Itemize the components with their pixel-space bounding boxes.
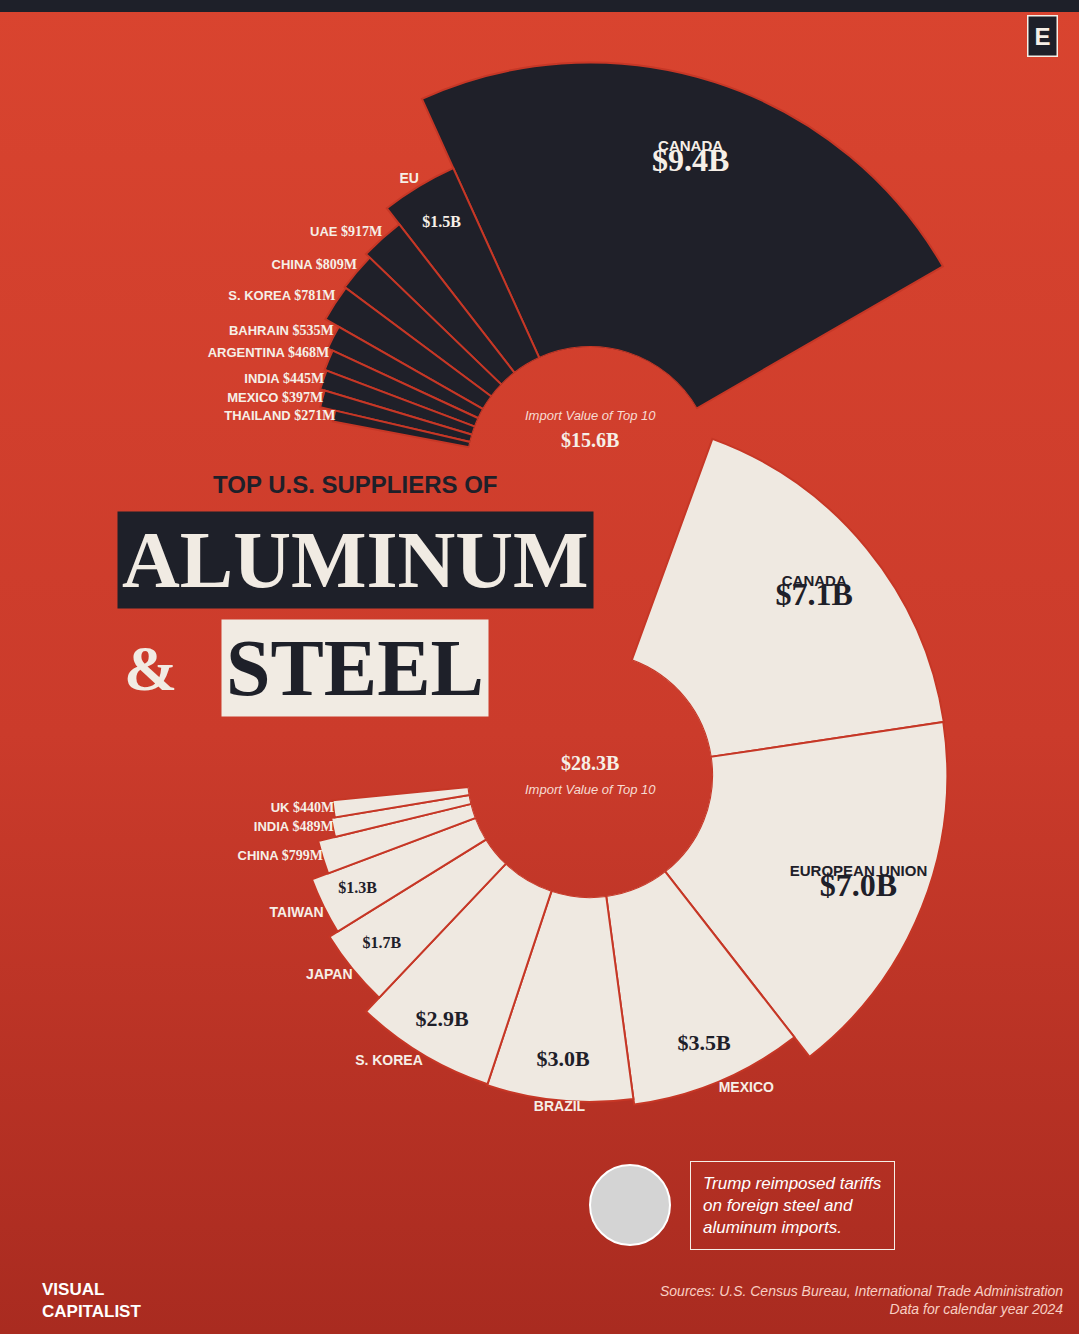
svg-text:UAE $917M: UAE $917M xyxy=(310,224,382,239)
svg-text:CHINA $799M: CHINA $799M xyxy=(238,848,324,863)
svg-text:Import Value of Top 10: Import Value of Top 10 xyxy=(525,408,656,423)
svg-text:ARGENTINA $468M: ARGENTINA $468M xyxy=(208,345,330,360)
svg-text:UK $440M: UK $440M xyxy=(271,800,335,815)
svg-text:EUROPEAN UNION$7.0B: EUROPEAN UNION$7.0B xyxy=(790,862,928,903)
svg-text:$3.5B: $3.5B xyxy=(678,1030,732,1055)
svg-text:EU: EU xyxy=(400,170,419,186)
svg-text:$1.3B: $1.3B xyxy=(338,879,377,896)
svg-text:$28.3B: $28.3B xyxy=(561,752,619,774)
svg-text:CANADA$7.1B: CANADA$7.1B xyxy=(776,572,853,613)
svg-text:E: E xyxy=(1035,23,1051,50)
svg-text:THAILAND $271M: THAILAND $271M xyxy=(224,408,335,423)
svg-text:S. KOREA: S. KOREA xyxy=(355,1052,423,1068)
svg-text:VISUALCAPITALIST: VISUALCAPITALIST xyxy=(42,1280,141,1321)
svg-text:BRAZIL: BRAZIL xyxy=(534,1098,586,1114)
svg-text:TOP U.S. SUPPLIERS OF: TOP U.S. SUPPLIERS OF xyxy=(213,471,498,498)
svg-text:S. KOREA $781M: S. KOREA $781M xyxy=(228,288,335,303)
svg-text:MEXICO: MEXICO xyxy=(719,1079,774,1095)
svg-text:INDIA $489M: INDIA $489M xyxy=(254,819,334,834)
svg-text:INDIA $445M: INDIA $445M xyxy=(244,371,324,386)
svg-text:CANADA$9.4B: CANADA$9.4B xyxy=(652,137,729,178)
svg-text:MEXICO $397M: MEXICO $397M xyxy=(227,390,323,405)
svg-text:Trump reimposed tariffson fore: Trump reimposed tariffson foreign steel … xyxy=(703,1174,882,1237)
svg-text:$1.7B: $1.7B xyxy=(362,934,401,951)
svg-text:$1.5B: $1.5B xyxy=(422,213,461,230)
svg-text:JAPAN: JAPAN xyxy=(306,966,352,982)
svg-text:$2.9B: $2.9B xyxy=(416,1006,470,1031)
svg-text:$3.0B: $3.0B xyxy=(536,1046,590,1071)
svg-text:&: & xyxy=(124,633,177,704)
svg-text:BAHRAIN $535M: BAHRAIN $535M xyxy=(229,323,334,338)
svg-text:Import Value of Top 10: Import Value of Top 10 xyxy=(525,782,656,797)
svg-text:Sources: U.S. Census Bureau, I: Sources: U.S. Census Bureau, Internation… xyxy=(660,1283,1063,1317)
svg-text:$15.6B: $15.6B xyxy=(561,429,619,451)
svg-text:ALUMINUM: ALUMINUM xyxy=(122,516,589,604)
svg-text:STEEL: STEEL xyxy=(226,624,484,712)
svg-text:TAIWAN: TAIWAN xyxy=(270,904,324,920)
svg-text:CHINA $809M: CHINA $809M xyxy=(272,257,358,272)
